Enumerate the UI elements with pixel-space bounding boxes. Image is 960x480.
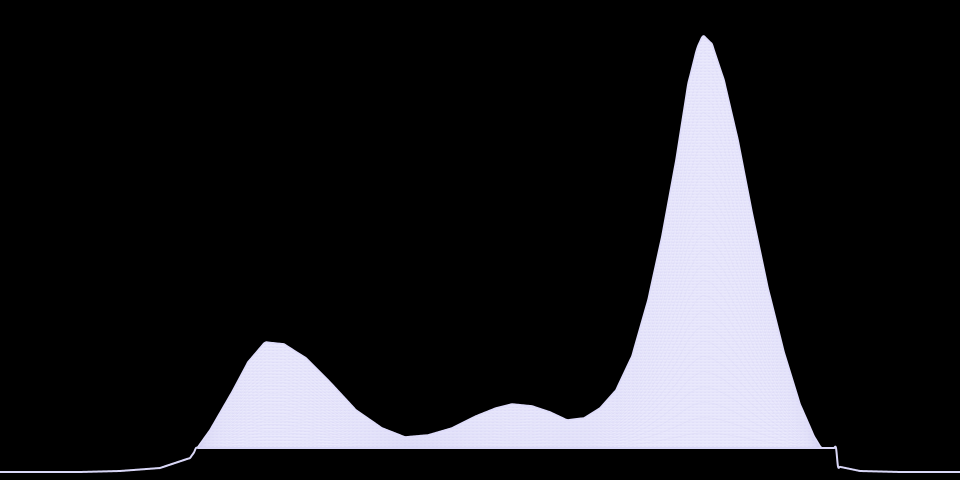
ridgeline-band — [196, 325, 836, 449]
ridgeline-band — [196, 432, 836, 449]
ridgeline-band — [196, 142, 836, 449]
ridgeline-band — [196, 218, 836, 449]
ridgeline-band — [196, 295, 836, 449]
ridgeline-band — [196, 234, 836, 449]
ridgeline-band — [196, 203, 836, 449]
stacked-ridgeline-bands — [196, 50, 836, 449]
ridgeline-band — [196, 111, 836, 449]
ridgeline-band — [196, 127, 836, 449]
ridgeline-band — [196, 310, 836, 449]
ridgeline-band — [196, 81, 836, 449]
ridgeline-band — [196, 340, 836, 449]
ridgeline-band — [196, 96, 836, 449]
density-area-fill — [196, 35, 836, 449]
ridgeline-band — [196, 279, 836, 449]
ridgeline-band — [196, 50, 836, 449]
density-curve-outline — [195, 35, 837, 449]
ridgeline-band — [196, 386, 836, 449]
ridgeline-band — [196, 172, 836, 449]
ridgeline-band — [196, 401, 836, 449]
baseline-tail-trace — [0, 445, 960, 474]
ridgeline-band — [196, 356, 836, 449]
ridgeline-band — [196, 264, 836, 449]
ridgeline-band — [196, 249, 836, 449]
ridgeline-band — [196, 66, 836, 449]
ridgeline-band — [196, 417, 836, 449]
ridgeline-band — [196, 371, 836, 449]
ridgeline-band — [196, 188, 836, 449]
ridgeline-band — [196, 157, 836, 449]
